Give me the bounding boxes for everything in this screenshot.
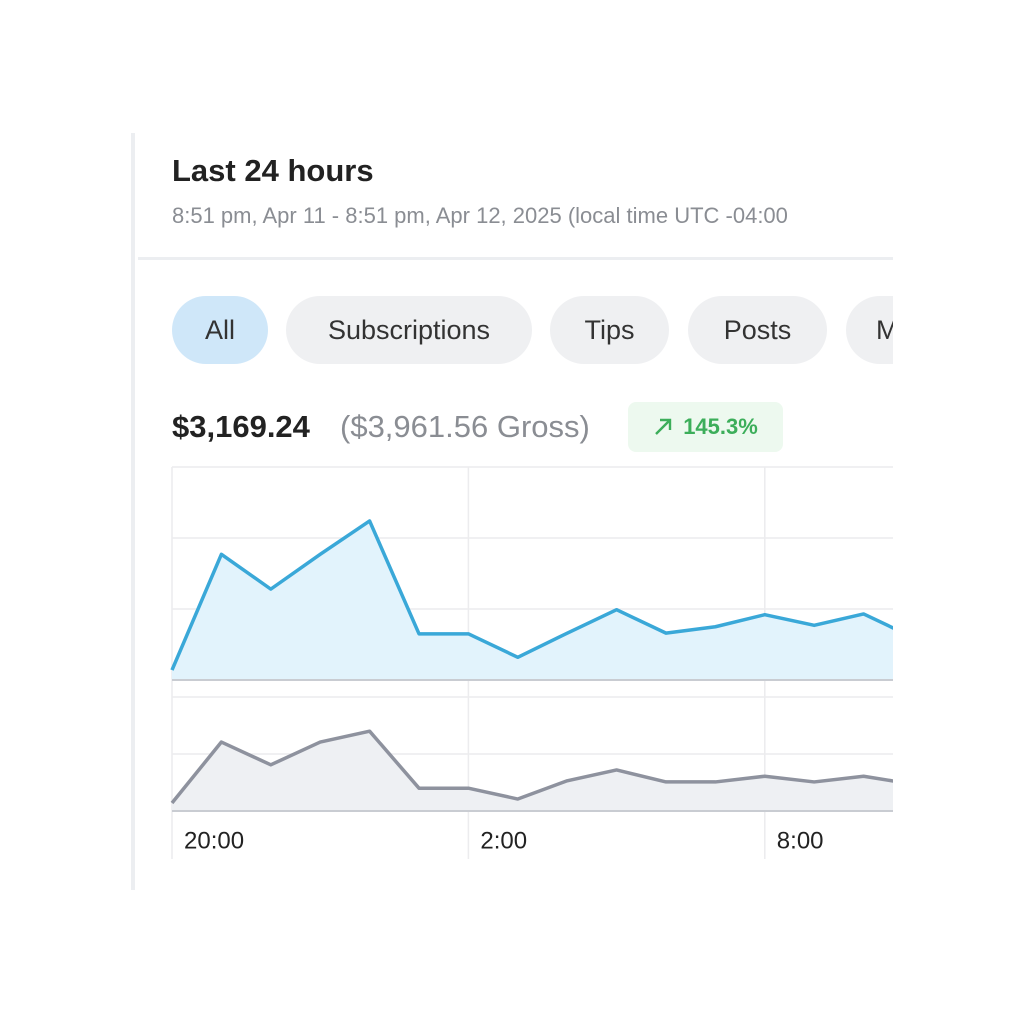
subtitle: 8:51 pm, Apr 11 - 8:51 pm, Apr 12, 2025 … (172, 203, 788, 228)
x-tick-label: 8:00 (777, 827, 824, 854)
area-fill (172, 731, 893, 811)
net-amount: $3,169.24 (172, 409, 310, 444)
line (170, 519, 893, 671)
tab[interactable]: Tips (550, 296, 669, 364)
line (170, 729, 893, 805)
charts: 20:00 2:00 8:00 (170, 466, 893, 859)
tab[interactable]: Subscriptions (286, 296, 532, 364)
tab[interactable]: Posts (688, 296, 827, 364)
gross-amount: ($3,961.56 Gross) (340, 409, 590, 444)
change-badge: 145.3% (628, 402, 783, 452)
divider (138, 257, 893, 260)
panel: Last 24 hours 8:51 pm, Apr 11 - 8:51 pm,… (138, 133, 893, 890)
area-fill (172, 520, 893, 680)
x-tick-label: 2:00 (480, 827, 527, 854)
x-tick-label: 20:00 (184, 827, 244, 854)
arrow-icon (655, 418, 672, 435)
frame-border (131, 133, 135, 890)
title: Last 24 hours (172, 153, 374, 188)
tab[interactable]: All (172, 296, 268, 364)
tab[interactable]: M (846, 296, 893, 364)
change-value: 145.3% (683, 414, 758, 439)
